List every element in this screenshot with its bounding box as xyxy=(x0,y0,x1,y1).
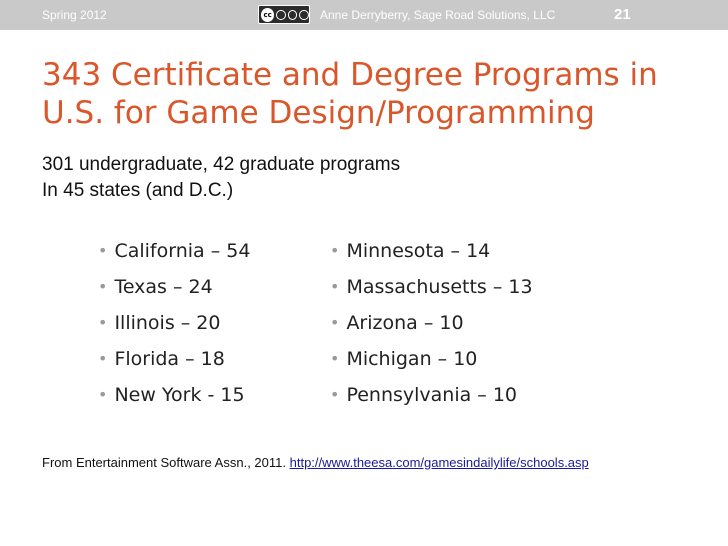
list-item: • Illinois – 20 xyxy=(98,312,221,334)
list-item: • Minnesota – 14 xyxy=(330,240,491,262)
bullet-icon: • xyxy=(330,385,340,404)
list-item: • Pennsylvania – 10 xyxy=(330,384,518,406)
list-item: • Florida – 18 xyxy=(98,348,225,370)
page-number: 21 xyxy=(614,6,631,23)
bullet-icon: • xyxy=(98,277,108,296)
source-citation: From Entertainment Software Assn., 2011.… xyxy=(42,455,589,470)
bullet-icon: • xyxy=(330,349,340,368)
header-bar: Spring 2012 cc Anne Derryberry, Sage Roa… xyxy=(0,0,728,30)
bullet-icon: • xyxy=(98,241,108,260)
subtitle-states: In 45 states (and D.C.) xyxy=(42,180,234,201)
slide-title: 343 Certificate and Degree Programs in U… xyxy=(42,57,658,131)
list-item: • Texas – 24 xyxy=(98,276,213,298)
list-item: • Arizona – 10 xyxy=(330,312,464,334)
bullet-icon: • xyxy=(330,277,340,296)
subtitle-programs: 301 undergraduate, 42 graduate programs xyxy=(42,154,401,175)
bullet-icon: • xyxy=(330,241,340,260)
list-item: • Michigan – 10 xyxy=(330,348,478,370)
list-item: • New York - 15 xyxy=(98,384,245,406)
source-link[interactable]: http://www.theesa.com/gamesindailylife/s… xyxy=(289,455,589,470)
list-item: • Massachusetts – 13 xyxy=(330,276,533,298)
state-list-left: • California – 54 • Texas – 24 • Illinois –… xyxy=(98,240,250,420)
state-list-right: • Minnesota – 14 • Massachusetts – 13 • Ari… xyxy=(330,240,533,420)
bullet-icon: • xyxy=(330,313,340,332)
bullet-icon: • xyxy=(98,385,108,404)
bullet-icon: • xyxy=(98,349,108,368)
header-author: Anne Derryberry, Sage Road Solutions, LL… xyxy=(320,8,556,22)
creative-commons-license-icon: cc xyxy=(258,5,310,24)
list-item: • California – 54 xyxy=(98,240,251,262)
header-date: Spring 2012 xyxy=(42,8,107,22)
bullet-icon: • xyxy=(98,313,108,332)
source-text: From Entertainment Software Assn., 2011. xyxy=(42,455,286,470)
